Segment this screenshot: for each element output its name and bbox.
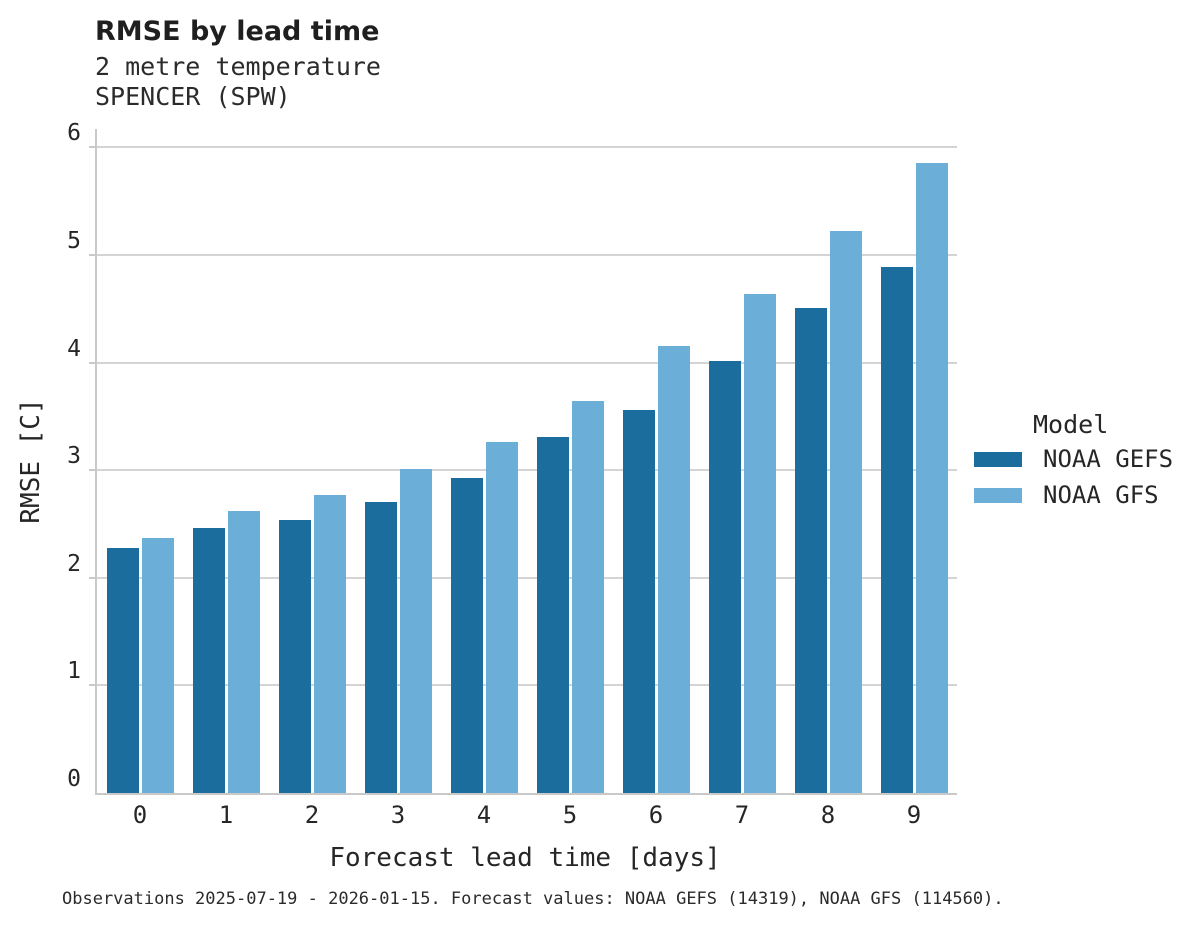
gridline-y-5 (97, 253, 957, 256)
y-tick-mark-4 (89, 361, 95, 364)
y-tick-label-2: 2 (67, 550, 81, 577)
y-tick-label-6: 6 (67, 120, 81, 147)
gridline-y-6 (97, 146, 957, 149)
bar-noaa-gefs-lead-3 (364, 502, 397, 793)
bar-group-lead-0 (97, 129, 183, 793)
gridline-y-2 (97, 576, 957, 579)
bar-noaa-gefs-lead-6 (622, 409, 655, 793)
bar-noaa-gefs-lead-2 (278, 519, 311, 793)
chart-title: RMSE by lead time (95, 16, 380, 47)
bar-noaa-gfs-lead-8 (829, 231, 862, 793)
gefs-color-swatch (974, 451, 1022, 467)
bar-noaa-gefs-lead-4 (450, 477, 483, 793)
legend: Model NOAA GEFS NOAA GFS (974, 410, 1184, 519)
y-tick-label-5: 5 (67, 227, 81, 254)
bar-noaa-gfs-lead-6 (657, 346, 690, 793)
legend-title: Model (1033, 410, 1109, 439)
bar-group-lead-5 (527, 129, 613, 793)
x-axis-title: Forecast lead time [days] (329, 843, 721, 873)
bar-noaa-gfs-lead-0 (141, 537, 174, 793)
bar-group-lead-6 (613, 129, 699, 793)
x-tick-label-8: 8 (820, 801, 836, 829)
bar-noaa-gfs-lead-9 (915, 163, 948, 793)
legend-entry-gfs: NOAA GFS (974, 481, 1184, 509)
x-tick-label-9: 9 (906, 801, 922, 829)
legend-entry-gefs: NOAA GEFS (974, 445, 1184, 473)
y-tick-label-4: 4 (67, 335, 81, 362)
gfs-color-swatch (974, 487, 1022, 503)
bar-noaa-gfs-lead-3 (399, 469, 432, 793)
bar-group-lead-2 (269, 129, 355, 793)
bar-group-lead-3 (355, 129, 441, 793)
chart-subtitle-variable: 2 metre temperature (95, 52, 381, 81)
bar-noaa-gefs-lead-9 (880, 266, 913, 793)
x-tick-label-6: 6 (648, 801, 664, 829)
chart-subtitle-station: SPENCER (SPW) (95, 82, 291, 111)
bar-noaa-gfs-lead-2 (313, 494, 346, 793)
x-tick-label-4: 4 (476, 801, 492, 829)
y-tick-mark-6 (89, 146, 95, 149)
gridline-y-1 (97, 684, 957, 687)
bar-noaa-gefs-lead-7 (708, 361, 741, 793)
bar-noaa-gefs-lead-0 (106, 547, 139, 793)
x-tick-label-1: 1 (218, 801, 234, 829)
bar-group-lead-1 (183, 129, 269, 793)
x-tick-label-0: 0 (132, 801, 148, 829)
x-tick-label-5: 5 (562, 801, 578, 829)
bar-group-lead-4 (441, 129, 527, 793)
gridline-y-3 (97, 469, 957, 472)
gridline-y-4 (97, 361, 957, 364)
y-tick-label-0: 0 (67, 766, 81, 792)
y-tick-mark-2 (89, 576, 95, 579)
y-tick-label-1: 1 (67, 658, 81, 685)
y-tick-mark-1 (89, 684, 95, 687)
bar-noaa-gefs-lead-8 (794, 307, 827, 793)
legend-label-gefs: NOAA GEFS (1043, 445, 1174, 473)
bar-group-lead-9 (871, 129, 957, 793)
legend-label-gfs: NOAA GFS (1043, 481, 1159, 509)
bar-group-lead-7 (699, 129, 785, 793)
x-tick-label-7: 7 (734, 801, 750, 829)
y-tick-mark-5 (89, 253, 95, 256)
y-tick-label-3: 3 (67, 443, 81, 470)
bar-noaa-gefs-lead-1 (192, 528, 225, 793)
y-tick-mark-3 (89, 469, 95, 472)
bar-noaa-gefs-lead-5 (536, 436, 569, 793)
bar-noaa-gfs-lead-7 (743, 293, 776, 793)
plot-area: 0 1 2 3 4 5 6 0 1 2 3 4 5 6 7 8 9 (67, 120, 957, 829)
x-tick-label-2: 2 (304, 801, 320, 829)
bar-noaa-gfs-lead-5 (571, 401, 604, 793)
footer-note: Observations 2025-07-19 - 2026-01-15. Fo… (62, 889, 1004, 909)
bar-group-lead-8 (785, 129, 871, 793)
bar-noaa-gfs-lead-1 (227, 511, 260, 793)
bar-noaa-gfs-lead-4 (485, 442, 518, 793)
x-tick-label-3: 3 (390, 801, 406, 829)
